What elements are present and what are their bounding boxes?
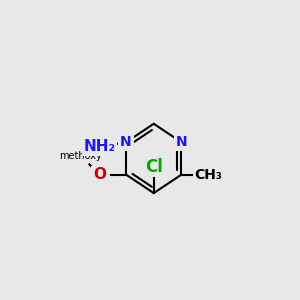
Text: N: N (120, 135, 132, 149)
Text: CH₃: CH₃ (194, 168, 222, 182)
Text: NH₂: NH₂ (83, 140, 116, 154)
Text: N: N (176, 135, 187, 149)
Text: O: O (93, 167, 106, 182)
Text: methoxy: methoxy (60, 151, 102, 161)
Text: Cl: Cl (145, 158, 163, 175)
